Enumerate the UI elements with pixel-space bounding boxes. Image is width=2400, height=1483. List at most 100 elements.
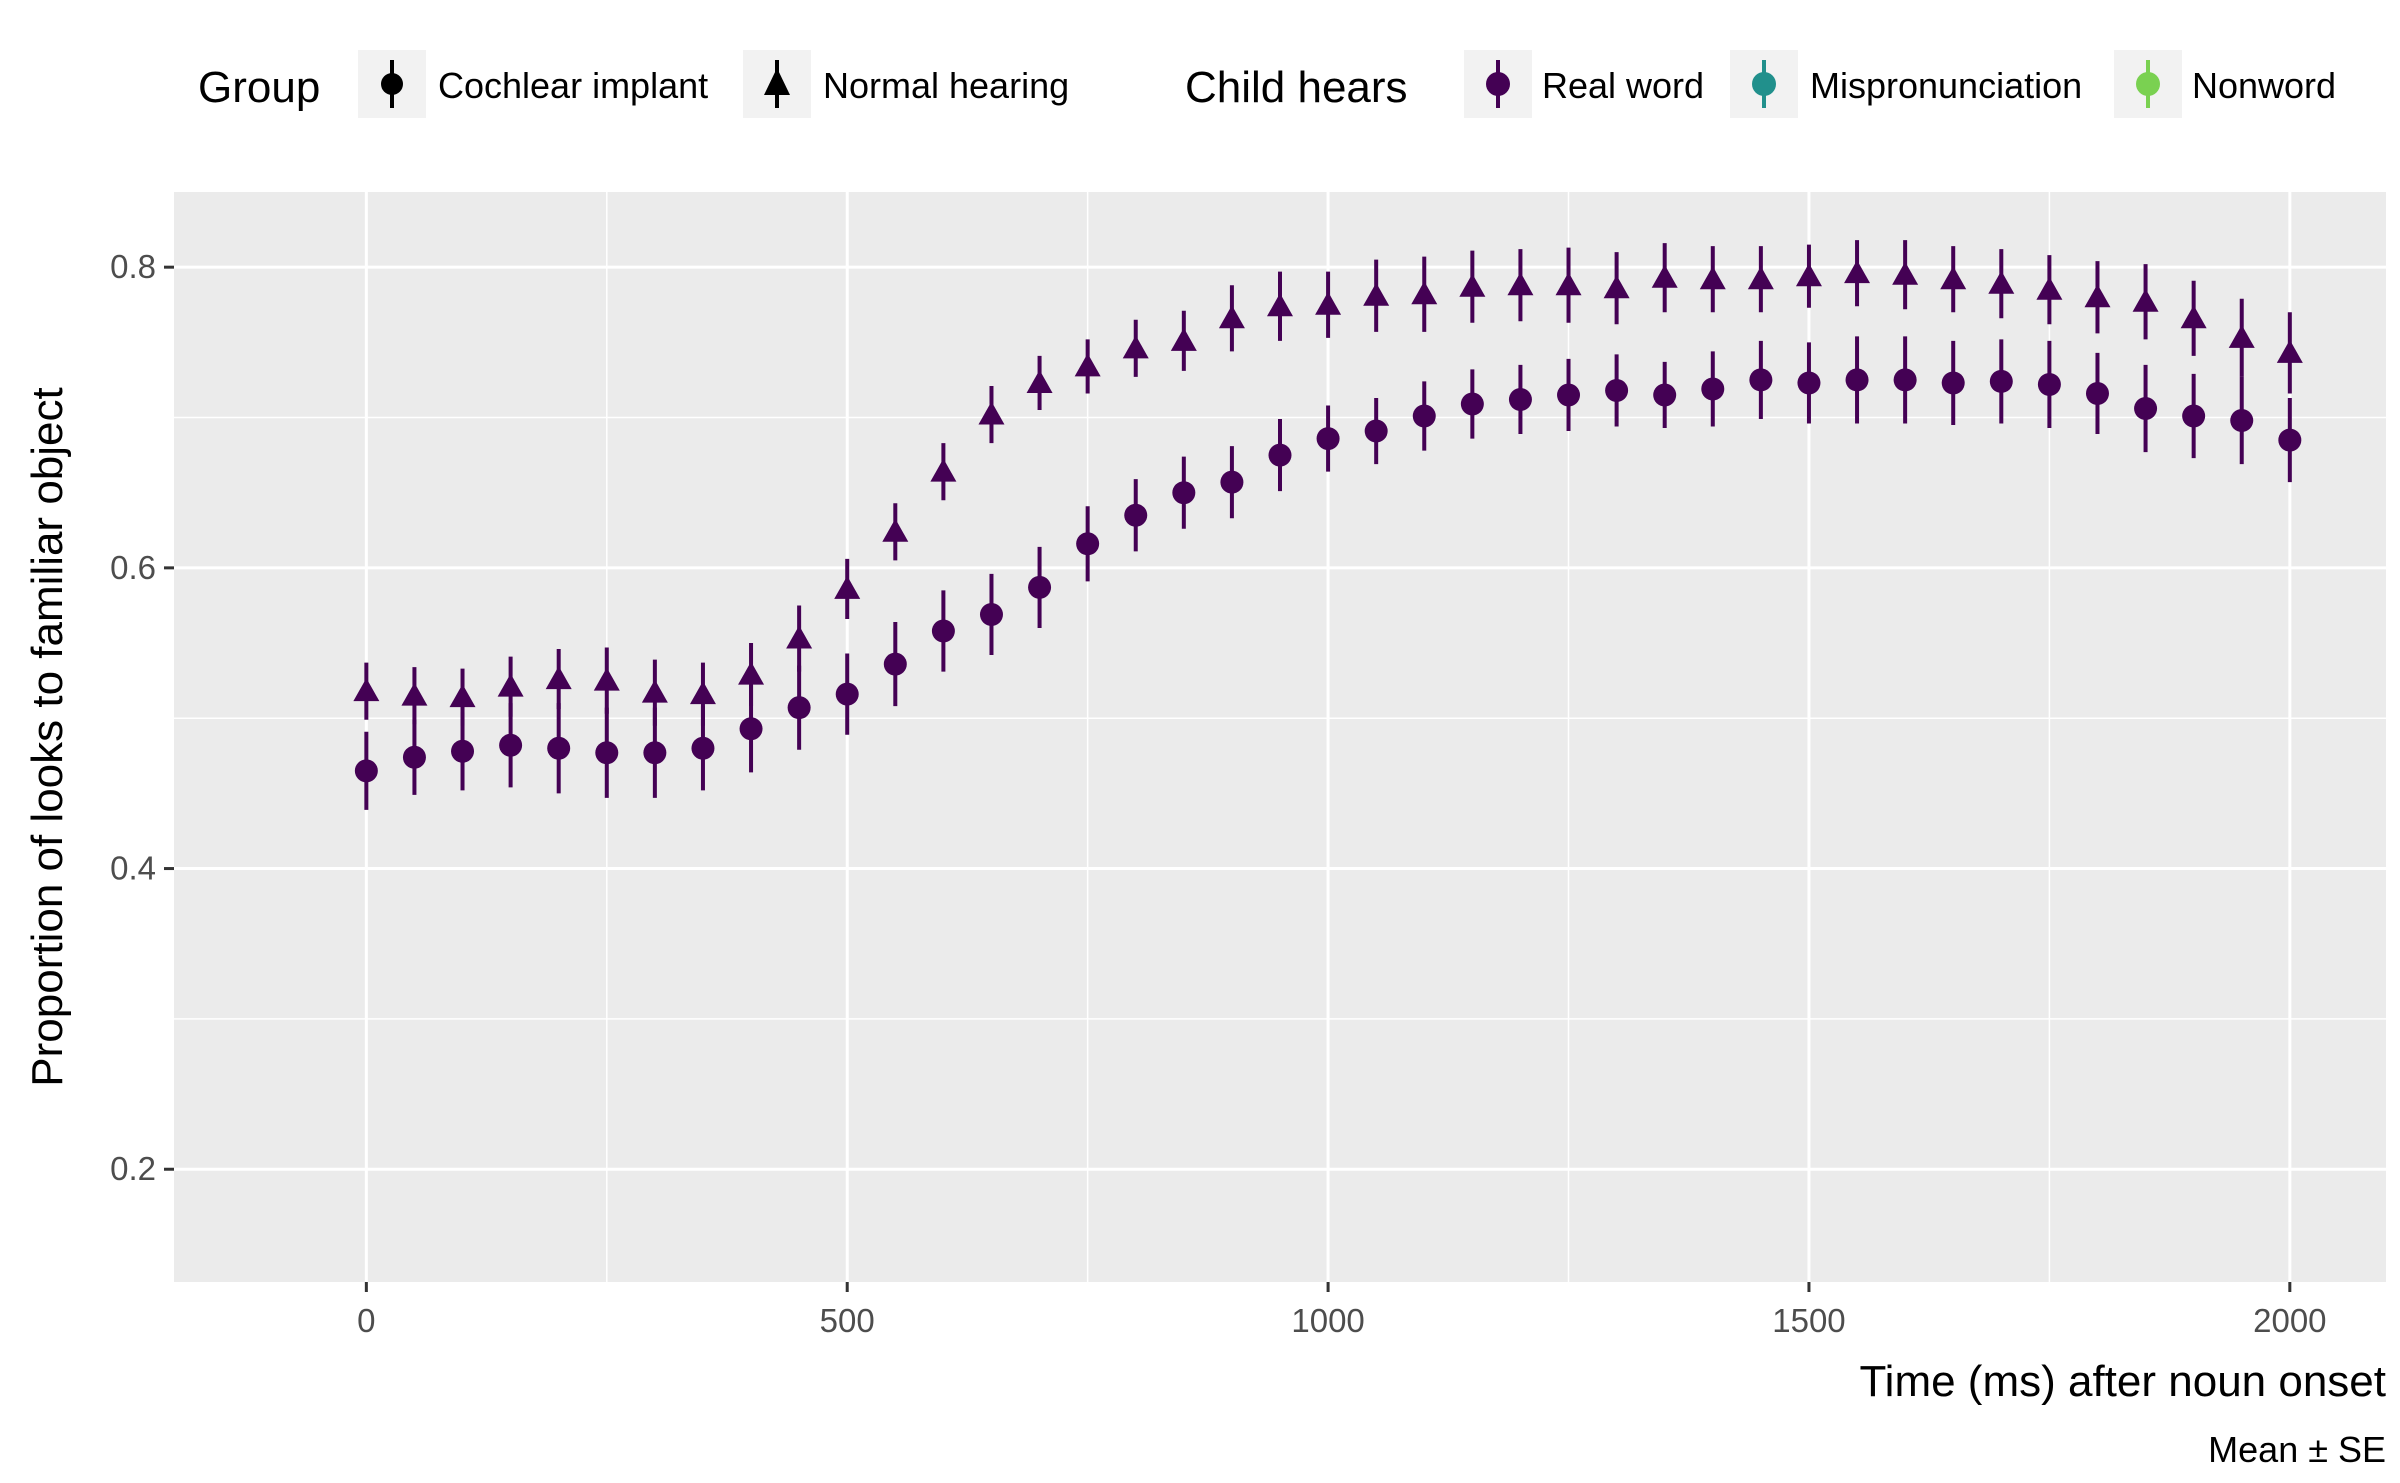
point-cochlear-implant bbox=[979, 602, 1003, 626]
point-cochlear-implant bbox=[691, 736, 715, 760]
point-cochlear-implant bbox=[1268, 443, 1292, 467]
point-normal-hearing bbox=[1844, 260, 1871, 284]
y-tick-label: 0.4 bbox=[110, 850, 156, 887]
point-cochlear-implant bbox=[835, 682, 859, 706]
point-cochlear-implant bbox=[1364, 419, 1388, 443]
point-normal-hearing bbox=[2084, 284, 2111, 308]
point-cochlear-implant bbox=[1845, 368, 1869, 392]
point-cochlear-implant bbox=[1220, 470, 1244, 494]
point-normal-hearing bbox=[1940, 266, 1967, 290]
point-normal-hearing bbox=[2132, 288, 2159, 312]
point-normal-hearing bbox=[1988, 270, 2015, 294]
point-normal-hearing bbox=[1363, 282, 1390, 306]
point-normal-hearing bbox=[738, 661, 765, 685]
point-normal-hearing bbox=[1892, 261, 1919, 285]
point-normal-hearing bbox=[1795, 263, 1822, 287]
grid-major bbox=[174, 192, 2386, 1282]
point-cochlear-implant bbox=[1989, 369, 2013, 393]
point-cochlear-implant bbox=[2134, 396, 2158, 420]
x-tick-label: 1500 bbox=[1772, 1302, 1845, 1339]
point-normal-hearing bbox=[882, 518, 909, 542]
point-cochlear-implant bbox=[595, 741, 619, 765]
y-tick-label: 0.2 bbox=[110, 1150, 156, 1187]
point-cochlear-implant bbox=[2278, 428, 2302, 452]
point-normal-hearing bbox=[1603, 275, 1630, 299]
point-cochlear-implant bbox=[1172, 481, 1196, 505]
point-cochlear-implant bbox=[1653, 383, 1677, 407]
x-tick-label: 1000 bbox=[1291, 1302, 1364, 1339]
point-normal-hearing bbox=[2180, 305, 2207, 329]
point-normal-hearing bbox=[1122, 335, 1149, 359]
legend-label-cochlear-implant: Cochlear implant bbox=[438, 65, 708, 106]
legend: Group Cochlear implant Normal hearing Ch… bbox=[198, 50, 2336, 118]
point-cochlear-implant bbox=[931, 619, 955, 643]
point-cochlear-implant bbox=[1076, 532, 1100, 556]
point-normal-hearing bbox=[545, 666, 572, 690]
legend-label-normal-hearing: Normal hearing bbox=[823, 65, 1069, 106]
legend-label-mispronunciation: Mispronunciation bbox=[1810, 65, 2082, 106]
point-normal-hearing bbox=[641, 679, 668, 703]
point-cochlear-implant bbox=[2085, 381, 2109, 405]
point-normal-hearing bbox=[1555, 272, 1582, 296]
point-cochlear-implant bbox=[2230, 409, 2254, 433]
point-normal-hearing bbox=[2276, 339, 2303, 363]
legend-label-nonword: Nonword bbox=[2192, 65, 2336, 106]
point-cochlear-implant bbox=[1557, 383, 1581, 407]
legend-key-circle-icon bbox=[381, 73, 403, 95]
point-normal-hearing bbox=[497, 673, 524, 697]
point-cochlear-implant bbox=[547, 736, 571, 760]
data-marks bbox=[353, 240, 2303, 810]
point-normal-hearing bbox=[1315, 291, 1342, 315]
legend-label-real-word: Real word bbox=[1542, 65, 1704, 106]
point-normal-hearing bbox=[1026, 369, 1053, 393]
point-cochlear-implant bbox=[643, 741, 667, 765]
point-cochlear-implant bbox=[2037, 372, 2061, 396]
x-tick-label: 0 bbox=[357, 1302, 375, 1339]
legend-title-child-hears: Child hears bbox=[1185, 63, 1408, 112]
point-normal-hearing bbox=[353, 678, 380, 702]
point-normal-hearing bbox=[1459, 273, 1486, 297]
legend-key-triangle-icon bbox=[764, 68, 790, 95]
point-cochlear-implant bbox=[883, 652, 907, 676]
point-cochlear-implant bbox=[499, 733, 523, 757]
point-cochlear-implant bbox=[1460, 392, 1484, 416]
point-normal-hearing bbox=[978, 401, 1005, 425]
legend-key-nonword-icon bbox=[2136, 72, 2160, 96]
point-normal-hearing bbox=[1411, 281, 1438, 305]
legend-title-group: Group bbox=[198, 63, 320, 112]
x-axis-title: Time (ms) after noun onset bbox=[1859, 1357, 2386, 1406]
point-normal-hearing bbox=[2036, 276, 2063, 300]
point-normal-hearing bbox=[834, 575, 861, 599]
point-normal-hearing bbox=[1074, 353, 1101, 377]
point-cochlear-implant bbox=[1412, 404, 1436, 428]
point-cochlear-implant bbox=[1124, 503, 1148, 527]
y-tick-label: 0.6 bbox=[110, 549, 156, 586]
point-cochlear-implant bbox=[1749, 368, 1773, 392]
point-cochlear-implant bbox=[1605, 378, 1629, 402]
point-cochlear-implant bbox=[787, 696, 811, 720]
point-cochlear-implant bbox=[739, 717, 763, 741]
point-normal-hearing bbox=[1170, 327, 1197, 351]
point-normal-hearing bbox=[1747, 266, 1774, 290]
point-normal-hearing bbox=[1267, 293, 1293, 317]
legend-key-mispronunciation-icon bbox=[1752, 72, 1776, 96]
point-cochlear-implant bbox=[1797, 371, 1821, 395]
point-cochlear-implant bbox=[1701, 377, 1725, 401]
point-normal-hearing bbox=[449, 684, 476, 708]
point-normal-hearing bbox=[1218, 305, 1245, 329]
point-cochlear-implant bbox=[1941, 371, 1965, 395]
plot-panel bbox=[174, 192, 2386, 1282]
y-tick-label: 0.8 bbox=[110, 248, 156, 285]
point-cochlear-implant bbox=[1028, 575, 1052, 599]
point-normal-hearing bbox=[930, 458, 957, 482]
x-tick-label: 2000 bbox=[2253, 1302, 2326, 1339]
point-normal-hearing bbox=[401, 682, 428, 706]
point-normal-hearing bbox=[593, 667, 620, 691]
point-cochlear-implant bbox=[451, 739, 475, 763]
point-normal-hearing bbox=[786, 625, 813, 649]
point-cochlear-implant bbox=[354, 759, 378, 783]
x-tick-label: 500 bbox=[820, 1302, 875, 1339]
axis-ticks: 0 500 1000 1500 2000 0.2 0.4 0.6 0.8 bbox=[110, 248, 2326, 1339]
point-cochlear-implant bbox=[1893, 368, 1917, 392]
